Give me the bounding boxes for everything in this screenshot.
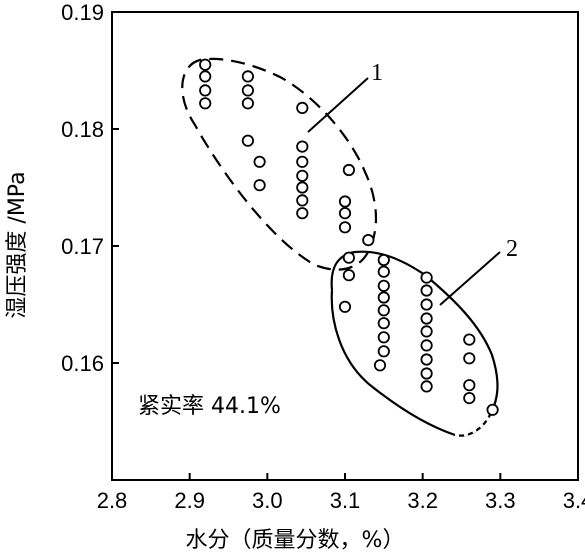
data-points (199, 58, 499, 416)
data-point (463, 333, 476, 346)
data-point (253, 155, 266, 168)
data-point (342, 251, 355, 264)
data-point (463, 391, 476, 405)
data-point (420, 284, 433, 297)
data-point (241, 84, 254, 97)
data-point (420, 339, 433, 352)
data-point (296, 101, 309, 115)
data-point (420, 298, 433, 311)
data-point (377, 331, 390, 344)
data-point (420, 312, 433, 325)
data-point (486, 403, 499, 416)
y-tick-label: 0.16 (61, 351, 104, 376)
data-point (338, 195, 352, 208)
region-2-leader (439, 251, 501, 306)
data-point (377, 291, 390, 304)
region-2-label: 2 (506, 236, 518, 262)
data-point (377, 279, 390, 292)
compaction-annotation: 紧实率 44.1% (138, 394, 281, 419)
data-point (338, 207, 352, 220)
data-point (199, 58, 212, 71)
data-point (362, 234, 375, 247)
data-point (253, 179, 266, 192)
data-point (342, 163, 355, 177)
region-2-outline (330, 250, 499, 437)
data-point (377, 265, 390, 278)
x-tick-label: 3.1 (330, 488, 361, 513)
x-tick-label: 3.2 (407, 488, 438, 513)
y-tick-label: 0.17 (61, 234, 104, 259)
region-1-leader (307, 77, 369, 133)
data-point (377, 253, 390, 267)
region-2-dashdot (454, 414, 492, 437)
data-point (199, 97, 212, 110)
data-point (296, 194, 309, 207)
data-point (373, 359, 387, 372)
data-point (420, 353, 433, 366)
data-point (296, 169, 309, 182)
data-point (377, 345, 390, 358)
data-point (377, 304, 390, 317)
data-point (420, 325, 433, 338)
x-tick-label: 3.4 (563, 488, 585, 513)
data-point (463, 379, 476, 392)
data-point (296, 181, 309, 194)
data-point (241, 70, 254, 83)
data-point (420, 271, 433, 284)
data-point (241, 134, 254, 147)
data-point (296, 140, 309, 153)
axes: 2.8 2.9 3.0 3.1 3.2 3.3 3.4 0.16 0.17 0.18 0.19 (61, 0, 585, 513)
data-point (377, 317, 390, 330)
data-point (296, 207, 309, 220)
region-1-label: 1 (371, 60, 383, 86)
regions: 1 2 (181, 57, 518, 437)
x-tick-label: 2.8 (97, 488, 128, 513)
data-point (338, 221, 352, 234)
x-tick-label: 2.9 (174, 488, 205, 513)
data-point (420, 367, 433, 380)
data-point (342, 269, 355, 282)
data-point (199, 84, 212, 97)
data-point (241, 97, 254, 110)
y-tick-label: 0.18 (61, 117, 104, 142)
data-point (463, 352, 476, 365)
data-point (420, 380, 433, 393)
x-tick-label: 3.0 (252, 488, 283, 513)
data-point (338, 300, 352, 313)
x-tick-label: 3.3 (485, 488, 516, 513)
data-point (199, 70, 212, 83)
data-point (296, 155, 309, 168)
y-tick-label: 0.19 (61, 0, 104, 25)
x-axis-title: 水分（质量分数，%） (186, 528, 405, 553)
y-axis-title: 湿压强度 /MPa (5, 171, 30, 318)
